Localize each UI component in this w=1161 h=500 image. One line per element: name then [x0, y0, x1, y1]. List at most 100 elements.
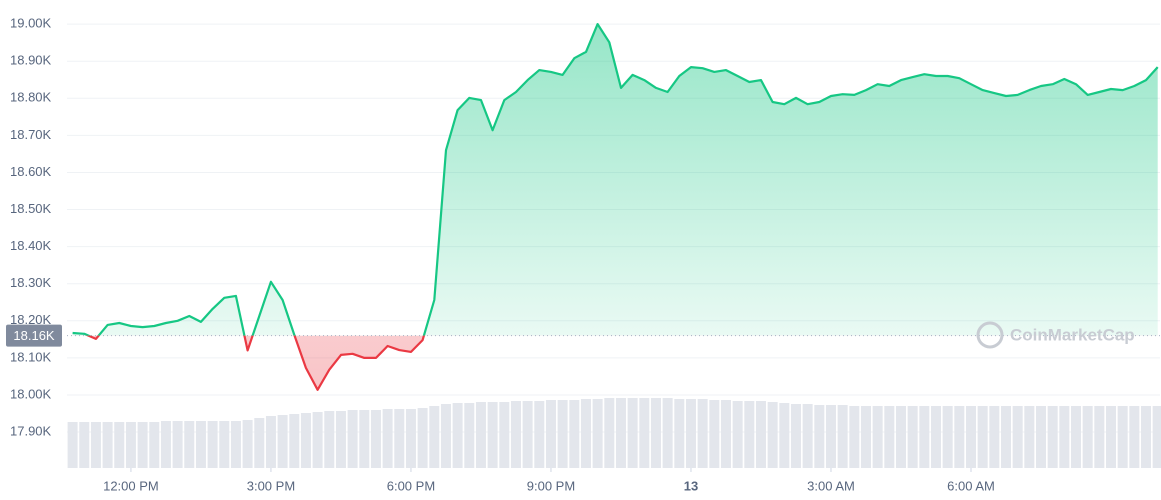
area-down [88, 335, 424, 390]
volume-bar [779, 403, 790, 468]
volume-bar [639, 398, 650, 468]
volume-bar [242, 420, 253, 468]
baseline-label: 18.16K [13, 328, 55, 343]
volume-bar [522, 401, 533, 468]
volume-bar [219, 421, 230, 468]
volume-bar [1140, 406, 1151, 468]
volume-bar [405, 409, 416, 468]
volume-bar [1012, 406, 1023, 468]
volume-bar [324, 411, 335, 468]
volume-bar [114, 422, 125, 468]
volume-bar [1082, 406, 1093, 468]
volume-bar [662, 398, 673, 468]
volume-bar [382, 409, 393, 468]
volume-bar [1059, 406, 1070, 468]
y-tick-label: 18.40K [10, 238, 52, 253]
volume-bar [977, 406, 988, 468]
volume-bar [790, 404, 801, 468]
volume-bar [919, 406, 930, 468]
volume-bar [604, 398, 615, 468]
volume-bar [1070, 406, 1081, 468]
volume-bar [452, 403, 463, 468]
volume-bar [347, 410, 358, 468]
y-tick-label: 18.30K [10, 275, 52, 290]
y-tick-label: 18.50K [10, 201, 52, 216]
volume-bar [1105, 406, 1116, 468]
volume-bar [254, 418, 265, 468]
y-tick-label: 18.10K [10, 349, 52, 364]
volume-bar [802, 404, 813, 468]
volume-bar [1024, 406, 1035, 468]
volume-bar [1094, 406, 1105, 468]
volume-bar [720, 400, 731, 468]
volume-bar [872, 406, 883, 468]
volume-bar [650, 398, 661, 468]
volume-bar [709, 400, 720, 468]
area-up [72, 24, 1158, 336]
volume-bar [767, 402, 778, 468]
volume-bar [184, 421, 195, 468]
volume-bar [90, 422, 101, 468]
volume-bar [1129, 406, 1140, 468]
volume-bar [907, 406, 918, 468]
volume-bar [312, 412, 323, 468]
volume-bar [580, 399, 591, 468]
watermark-text: CoinMarketCap [1010, 325, 1135, 344]
volume-bar [1117, 406, 1128, 468]
volume-bar [79, 422, 90, 468]
y-tick-label: 19.00K [10, 16, 52, 31]
x-tick-label: 6:00 PM [387, 478, 435, 493]
volume-bar [1000, 406, 1011, 468]
volume-bar [160, 421, 171, 468]
volume-bar [370, 410, 381, 468]
volume-bar [207, 421, 218, 468]
volume-bar [814, 405, 825, 468]
volume-bar [569, 400, 580, 468]
volume-bar [732, 401, 743, 468]
volume-bar [592, 399, 603, 468]
x-tick-label: 3:00 AM [807, 478, 855, 493]
volume-bar [685, 399, 696, 468]
volume-bar [265, 416, 276, 468]
volume-bar [359, 410, 370, 468]
volume-bar [277, 415, 288, 468]
volume-bar [534, 401, 545, 468]
volume-bar [137, 422, 148, 468]
y-tick-label: 17.90K [10, 423, 52, 438]
volume-bar [487, 402, 498, 468]
volume-bar [849, 406, 860, 468]
volume-bar [149, 422, 160, 468]
y-tick-label: 18.80K [10, 90, 52, 105]
y-tick-label: 18.20K [10, 312, 52, 327]
volume-bar [942, 406, 953, 468]
volume-bar [417, 408, 428, 468]
x-tick-label: 12:00 PM [103, 478, 159, 493]
volume-bar [289, 414, 300, 468]
baseline-label-box [6, 324, 62, 347]
x-tick-label: 9:00 PM [527, 478, 575, 493]
volume-bar [615, 398, 626, 468]
volume-bar [989, 406, 1000, 468]
volume-bar [744, 401, 755, 468]
volume-bar [499, 402, 510, 468]
volume-bar [172, 421, 183, 468]
volume-bar [884, 406, 895, 468]
volume-bar [464, 403, 475, 468]
y-tick-label: 18.60K [10, 164, 52, 179]
volume-bar [1152, 406, 1161, 468]
volume-bar [67, 422, 78, 468]
volume-bar [895, 406, 906, 468]
watermark: CoinMarketCap [976, 321, 1135, 349]
volume-bar [930, 406, 941, 468]
price-line-up [72, 23, 1159, 336]
volume-bar [837, 405, 848, 468]
volume-bar [825, 405, 836, 468]
volume-bar [674, 399, 685, 468]
y-tick-label: 18.70K [10, 127, 52, 142]
volume-bar [429, 406, 440, 468]
volume-bar [954, 406, 965, 468]
volume-bar [102, 422, 113, 468]
volume-bar [510, 401, 521, 468]
volume-bar [300, 413, 311, 468]
